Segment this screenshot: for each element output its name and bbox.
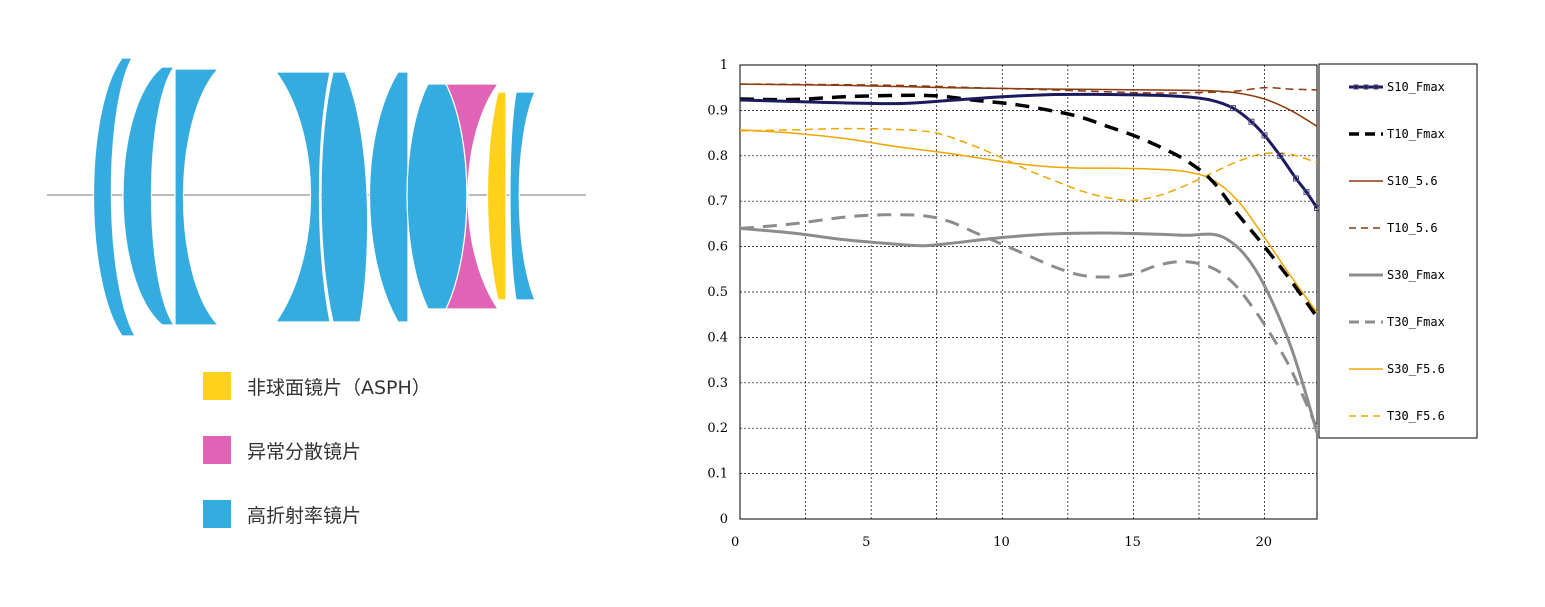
lens-element-6 — [368, 71, 409, 323]
lens-element-5 — [320, 71, 369, 323]
y-tick-label: 1 — [720, 58, 728, 73]
series-line-t30-f5-6 — [739, 127, 1318, 202]
aspherical-label: 非球面镜片（ASPH） — [247, 377, 431, 399]
y-tick-label: 0.9 — [707, 103, 728, 118]
series-line-t10-5-6 — [739, 83, 1318, 94]
dispersion-swatch — [203, 436, 231, 464]
series-marker-s10-fmax — [1293, 175, 1300, 182]
y-tick-label: 0.6 — [707, 240, 728, 255]
series-line-s30-f5-6 — [739, 129, 1318, 313]
series-line-t30-fmax — [739, 213, 1319, 429]
legend-marker — [1363, 84, 1369, 90]
series-line-s30-fmax — [739, 226, 1319, 434]
legend-label-s10-5-6: S10_5.6 — [1387, 174, 1438, 188]
lens-element-3 — [174, 68, 220, 326]
lens-element-8-dispersion — [445, 83, 500, 310]
lens-element-1 — [92, 57, 137, 337]
series-line-t10-fmax — [739, 93, 1319, 319]
series-line-s10-fmax — [739, 92, 1319, 209]
lens-element-9-aspherical — [486, 91, 507, 301]
legend-label-s10-fmax: S10_Fmax — [1387, 80, 1445, 94]
legend-marker — [1373, 84, 1379, 90]
y-tick-label: 0.8 — [707, 149, 728, 164]
chart-legend — [1318, 63, 1478, 439]
y-tick-label: 0.3 — [707, 376, 728, 391]
lens-element-4 — [274, 71, 331, 323]
x-tick-label: 0 — [731, 535, 739, 550]
lens-element-2 — [122, 66, 176, 326]
y-tick-label: 0 — [720, 512, 728, 527]
plot-frame — [739, 64, 1318, 520]
series-marker-s10-fmax — [1303, 189, 1310, 196]
lens-construction-diagram — [47, 57, 586, 337]
series-line-s10-5-6 — [739, 83, 1318, 127]
x-tick-label: 20 — [1256, 535, 1273, 550]
legend-label-t10-fmax: T10_Fmax — [1387, 127, 1445, 141]
legend-marker — [1353, 84, 1359, 90]
y-tick-label: 0.2 — [707, 421, 728, 436]
dispersion-label: 异常分散镜片 — [247, 441, 362, 463]
legend-label-t30-fmax: T30_Fmax — [1387, 315, 1445, 329]
y-tick-label: 0.1 — [707, 467, 728, 482]
series-marker-s10-fmax — [1248, 118, 1255, 125]
y-tick-label: 0.7 — [707, 194, 728, 209]
series-marker-s10-fmax — [1230, 105, 1237, 112]
legend-label-s30-fmax: S30_Fmax — [1387, 268, 1445, 282]
high-index-label: 高折射率镜片 — [247, 505, 362, 527]
legend-label-t30-f5-6: T30_F5.6 — [1387, 409, 1445, 423]
lens-element-10 — [509, 91, 536, 301]
series-marker-s10-fmax — [1261, 132, 1268, 139]
x-tick-label: 10 — [993, 535, 1010, 550]
x-tick-label: 15 — [1124, 535, 1141, 550]
aspherical-swatch — [203, 372, 231, 400]
legend-label-t10-5-6: T10_5.6 — [1387, 221, 1438, 235]
x-tick-label: 5 — [862, 535, 870, 550]
legend-label-s30-f5-6: S30_F5.6 — [1387, 362, 1445, 376]
y-tick-label: 0.4 — [707, 330, 728, 345]
high-index-swatch — [203, 500, 231, 528]
series-marker-s10-fmax — [1277, 152, 1284, 159]
y-tick-label: 0.5 — [707, 285, 728, 300]
